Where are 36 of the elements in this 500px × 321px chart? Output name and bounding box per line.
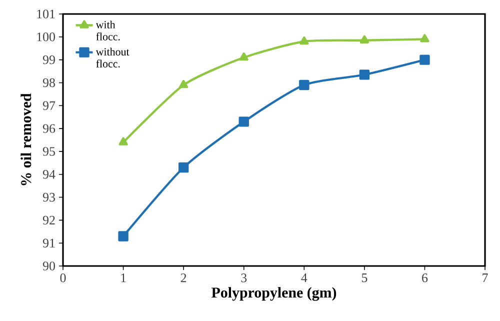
x-tick-label: 4: [301, 274, 308, 282]
y-tick-label: 90: [42, 262, 55, 270]
y-tick-label: 93: [42, 192, 55, 202]
y-tick-label: 92: [42, 216, 55, 225]
x-tick-label: 0: [60, 274, 66, 282]
y-tick-label: 100: [37, 32, 55, 42]
point: [118, 231, 128, 242]
y-tick-label: 99: [42, 55, 55, 64]
y-tick-label: 97: [42, 101, 56, 110]
point: [360, 35, 370, 44]
x-tick-label: 5: [362, 274, 368, 282]
legend-label: without flocc.: [96, 48, 130, 68]
legend-label: with flocc.: [96, 20, 120, 40]
point: [118, 137, 128, 146]
x-axis-title: Polypropylene (gm): [212, 287, 336, 301]
point: [178, 162, 189, 173]
y-tick-label: 91: [42, 238, 55, 248]
y-axis-title: % oil removed: [20, 93, 32, 186]
point: [420, 54, 430, 65]
y-tick-label: 101: [37, 10, 55, 18]
point: [179, 80, 188, 88]
point: [238, 116, 249, 127]
point: [420, 34, 430, 42]
y-tick-label: 94: [42, 170, 56, 179]
y-tick-label: 95: [42, 147, 55, 156]
x-tick-label: 1: [121, 274, 126, 282]
y-tick-label: 96: [42, 124, 56, 133]
x-tick-label: 2: [180, 274, 186, 282]
point: [300, 36, 309, 45]
point: [359, 70, 370, 80]
x-tick-label: 6: [422, 274, 428, 282]
point: [239, 52, 248, 61]
x-tick-label: 3: [241, 274, 247, 282]
point: [299, 80, 310, 90]
x-tick-label: 7: [482, 274, 488, 282]
y-tick-label: 98: [42, 78, 55, 88]
